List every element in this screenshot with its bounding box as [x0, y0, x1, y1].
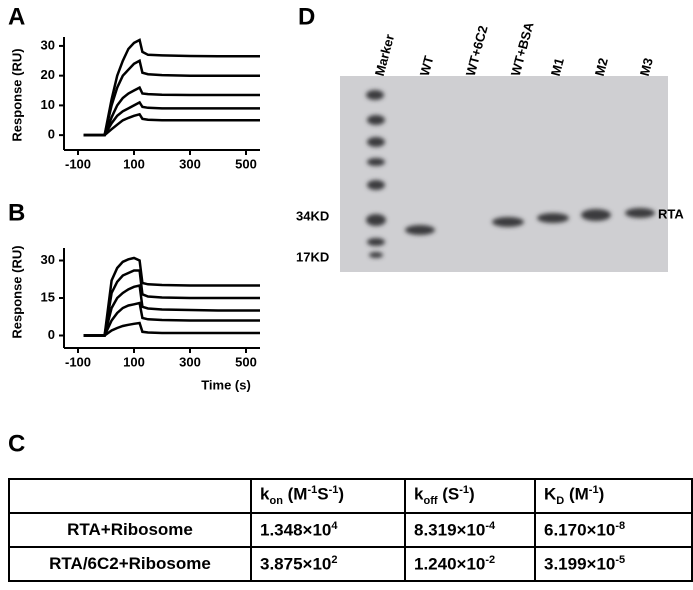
x-tick-label: 100	[123, 354, 145, 369]
marker-label: 34KD	[296, 208, 329, 223]
cell-text: 6.170×10	[544, 520, 616, 540]
gel-bands	[366, 90, 655, 258]
x-tick-label: 500	[235, 354, 257, 369]
sensorgram-line	[83, 112, 260, 137]
table-cell: RTA+Ribosome	[8, 512, 252, 548]
sensorgram-line	[83, 100, 260, 137]
y-tick-label: 30	[41, 252, 55, 267]
cell-text: )	[598, 485, 605, 505]
cell-text: 8.319×10	[414, 520, 486, 540]
table-cell: KD (M-1)	[534, 478, 693, 514]
cell-text: D	[556, 495, 565, 508]
cell-text: -1	[307, 484, 318, 497]
x-tick-label: 500	[235, 156, 257, 171]
table-cell	[8, 478, 252, 514]
cell-text: K	[544, 485, 557, 505]
x-tick-label: 100	[123, 156, 145, 171]
lane-label: M3	[637, 56, 656, 77]
cell-text: k	[414, 485, 424, 505]
gel-image	[340, 76, 668, 272]
cell-text: 1.348×10	[260, 520, 332, 540]
y-tick-label: 20	[41, 67, 55, 82]
table-cell: 6.170×10-8	[534, 512, 693, 548]
y-axis-label: Response (RU)	[9, 48, 24, 141]
cell-text: S	[317, 485, 329, 505]
cell-text: )	[469, 485, 475, 505]
cell-text: RTA/6C2+Ribosome	[49, 554, 211, 573]
header-row: kon (M-1S-1) koff (S-1) KD (M-1)	[8, 478, 693, 514]
x-tick-label: -100	[65, 354, 91, 369]
y-tick-label: 0	[48, 127, 55, 142]
y-tick-label: 0	[48, 327, 55, 342]
sensorgram-line	[83, 269, 260, 337]
cell-text: on	[269, 495, 283, 508]
data-row: RTA+Ribosome 1.348×104 8.319×10-4 6.170×10-…	[8, 512, 693, 548]
cell-text: (M	[282, 485, 308, 505]
table-cell: 1.348×104	[250, 512, 406, 548]
table-cell: RTA/6C2+Ribosome	[8, 546, 252, 582]
x-tick-label: -100	[65, 156, 91, 171]
cell-text: 4	[331, 519, 338, 532]
sensorgram-line	[83, 283, 260, 337]
kinetics-table: kon (M-1S-1) koff (S-1) KD (M-1) RTA+Riboso…	[8, 478, 693, 582]
panel-label: A	[8, 3, 25, 30]
cell-text: -4	[485, 519, 496, 532]
lane-label: Marker	[372, 33, 398, 78]
lane-label: WT+BSA	[508, 20, 537, 78]
table-cell: 8.319×10-4	[404, 512, 536, 548]
marker-label: 17KD	[296, 249, 329, 264]
cell-text: -1	[459, 484, 470, 497]
sensorgram-line	[83, 321, 260, 337]
cell-text: -1	[588, 484, 599, 497]
cell-text: off	[423, 495, 438, 508]
cell-text: 1.240×10	[414, 554, 486, 574]
cell-text: 3.875×10	[260, 554, 332, 574]
x-tick-label: 300	[179, 354, 201, 369]
table-cell: 3.875×102	[250, 546, 406, 582]
sensorgram-line	[83, 58, 260, 137]
panel-label: C	[8, 430, 25, 457]
band-label: RTA	[658, 206, 684, 221]
lane-label: WT+6C2	[463, 24, 491, 78]
table-cell: koff (S-1)	[404, 478, 536, 514]
cell-text: -1	[328, 484, 339, 497]
x-axis-label: Time (s)	[201, 377, 251, 392]
cell-text: -5	[615, 553, 626, 566]
cell-text: -2	[485, 553, 496, 566]
cell-text: (S	[437, 485, 460, 505]
lane-label: M2	[592, 56, 611, 77]
sensorgram-line	[83, 85, 260, 137]
y-axis-label: Response (RU)	[9, 245, 24, 338]
sensorgram-line	[83, 301, 260, 337]
table-cell: 3.199×10-5	[534, 546, 693, 582]
cell-text: -8	[615, 519, 626, 532]
cell-text: k	[260, 485, 270, 505]
cell-text: RTA+Ribosome	[67, 520, 193, 539]
lane-label: M1	[548, 56, 567, 77]
table-cell: 1.240×10-2	[404, 546, 536, 582]
x-tick-label: 300	[179, 156, 201, 171]
table-cell: kon (M-1S-1)	[250, 478, 406, 514]
panel-label: B	[8, 199, 25, 226]
y-tick-label: 15	[41, 289, 55, 304]
y-tick-label: 10	[41, 97, 55, 112]
cell-text: 3.199×10	[544, 554, 616, 574]
cell-text: )	[338, 485, 345, 505]
panel-label: D	[298, 3, 315, 30]
cell-text: (M	[564, 485, 589, 505]
cell-text: 2	[331, 553, 338, 566]
y-tick-label: 30	[41, 37, 55, 52]
data-row: RTA/6C2+Ribosome 3.875×102 1.240×10-2 3.199…	[8, 546, 693, 582]
lane-label: WT	[417, 54, 437, 77]
